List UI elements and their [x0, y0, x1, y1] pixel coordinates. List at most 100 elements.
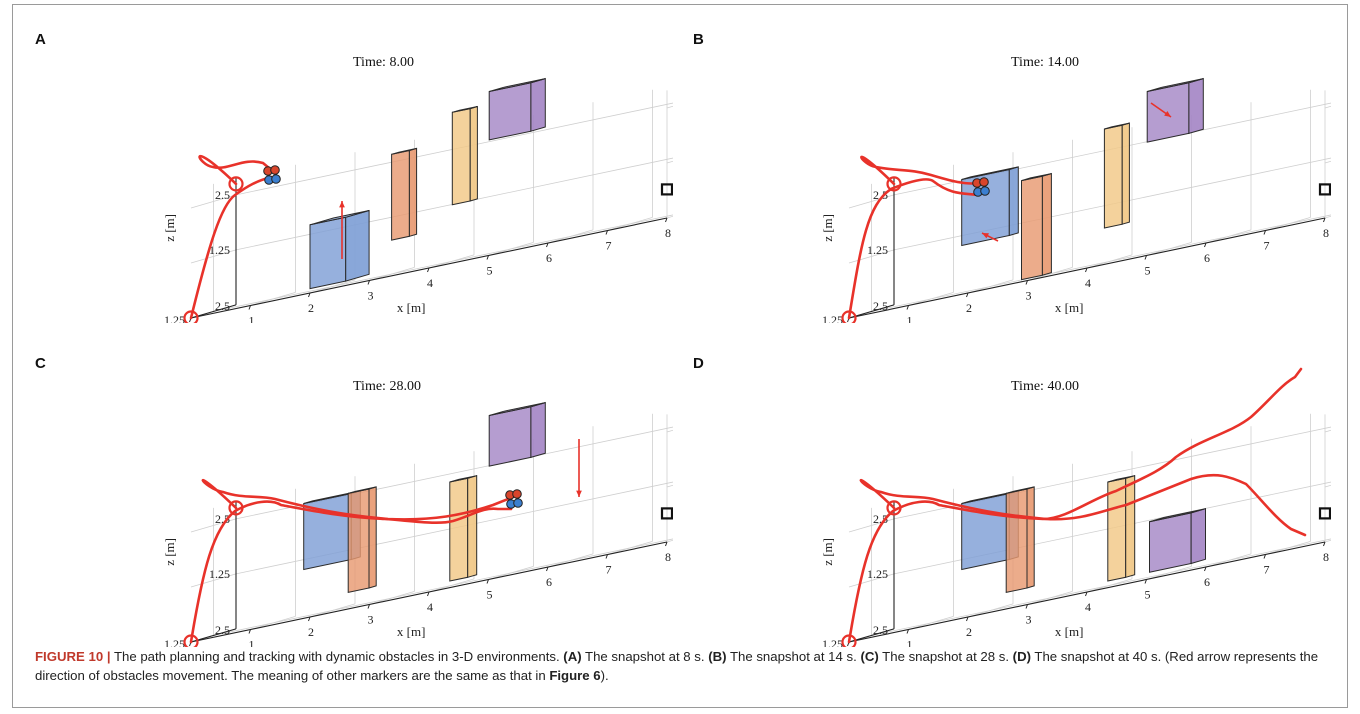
agent-group — [263, 165, 281, 185]
z-axis-label: z [m] — [820, 538, 835, 566]
y-axis-line — [848, 304, 895, 319]
caption-ref-c: (C) — [860, 649, 879, 664]
start-marker-upper — [886, 176, 902, 192]
x-tick-label: 1 — [907, 638, 913, 648]
y-axis-line — [848, 628, 895, 643]
panel-label: A — [35, 31, 46, 48]
x-tick-mark — [248, 305, 251, 310]
x-tick-mark — [427, 591, 430, 597]
time-label: Time: 28.00 — [353, 379, 421, 394]
caption-ref-b: (B) — [708, 649, 727, 664]
goal-marker-lower — [1318, 507, 1331, 520]
x-tick-label: 5 — [1145, 264, 1151, 278]
x-tick-mark — [665, 541, 668, 547]
z-axis-label: z [m] — [162, 214, 177, 242]
x-tick-mark — [906, 305, 909, 310]
y-tick-label: 2.5 — [873, 299, 888, 313]
time-label: Time: 14.00 — [1011, 55, 1079, 70]
y-tick-label: 1.25 — [822, 313, 843, 323]
x-tick-label: 2 — [966, 625, 972, 639]
x-tick-label: 4 — [427, 276, 433, 290]
x-tick-mark — [906, 629, 909, 634]
time-label: Time: 40.00 — [1011, 379, 1079, 394]
x-tick-mark — [248, 629, 251, 634]
z-axis-label: z [m] — [820, 214, 835, 242]
x-tick-label: 4 — [1085, 276, 1091, 290]
x-tick-label: 1 — [907, 314, 913, 324]
path-upper — [198, 154, 277, 186]
x-tick-mark — [367, 280, 370, 285]
goal-marker-lower — [660, 183, 673, 196]
z-tick-label: 1.25 — [867, 567, 888, 581]
obstacle-yellow — [451, 105, 478, 206]
path-lower-goal — [859, 473, 1307, 537]
caption-text: The snapshot at 14 s. — [726, 649, 861, 664]
caption-ref-d: (D) — [1012, 649, 1031, 664]
x-tick-mark — [546, 566, 549, 572]
caption-text: The snapshot at 28 s. — [878, 649, 1013, 664]
caption-figure-number: FIGURE 10 | — [35, 649, 111, 664]
time-label: Time: 8.00 — [353, 55, 414, 70]
x-tick-label: 3 — [368, 613, 374, 627]
x-tick-label: 4 — [1085, 600, 1091, 614]
x-tick-label: 6 — [546, 251, 552, 265]
path-upper — [860, 155, 981, 186]
x-axis-label: x [m] — [1055, 300, 1084, 315]
x-tick-label: 8 — [665, 226, 671, 240]
obstacle-purple — [1146, 77, 1204, 143]
caption-text: The snapshot at 8 s. — [581, 649, 709, 664]
grid-line — [1324, 429, 1331, 433]
x-tick-label: 3 — [368, 289, 374, 303]
y-axis-line — [190, 304, 237, 319]
x-tick-label: 2 — [966, 301, 972, 315]
x-tick-mark — [1263, 230, 1266, 235]
x-tick-mark — [1204, 566, 1207, 572]
x-tick-label: 8 — [1323, 226, 1329, 240]
movement-arrow-top — [1150, 102, 1172, 118]
x-tick-label: 7 — [606, 563, 612, 577]
start-marker-lower — [841, 310, 857, 323]
obstacle-yellow — [449, 475, 478, 582]
grid-line — [213, 214, 673, 312]
grid-line — [871, 214, 1331, 312]
movement-arrow — [339, 201, 345, 259]
x-axis-label: x [m] — [397, 300, 426, 315]
x-tick-mark — [605, 230, 608, 235]
x-tick-label: 5 — [1145, 588, 1151, 602]
x-tick-mark — [605, 554, 608, 559]
x-tick-mark — [966, 616, 969, 622]
movement-arrow-bottom — [981, 232, 999, 242]
x-tick-mark — [1025, 280, 1028, 285]
path-upper — [201, 478, 515, 521]
x-tick-mark — [308, 616, 311, 622]
obstacle-orange — [1021, 172, 1052, 281]
x-tick-label: 8 — [665, 550, 671, 564]
grid-line — [1324, 160, 1331, 164]
panel-label: B — [693, 31, 704, 48]
x-tick-label: 6 — [1204, 575, 1210, 589]
grid-line — [1324, 105, 1331, 109]
agent-group — [505, 489, 523, 509]
x-tick-mark — [1144, 255, 1147, 260]
obstacle-purple — [1149, 508, 1206, 573]
y-axis-line — [190, 628, 237, 643]
start-marker-lower — [183, 310, 199, 323]
grid-line — [1324, 484, 1331, 488]
movement-arrow — [576, 439, 582, 497]
x-tick-label: 6 — [546, 575, 552, 589]
z-tick-label: 2.5 — [215, 188, 230, 202]
z-axis-label: z [m] — [162, 538, 177, 566]
y-tick-label: 2.5 — [215, 299, 230, 313]
path-lower — [189, 175, 273, 320]
x-axis-label: x [m] — [1055, 624, 1084, 639]
x-tick-mark — [1204, 242, 1207, 248]
grid-line — [213, 538, 673, 636]
